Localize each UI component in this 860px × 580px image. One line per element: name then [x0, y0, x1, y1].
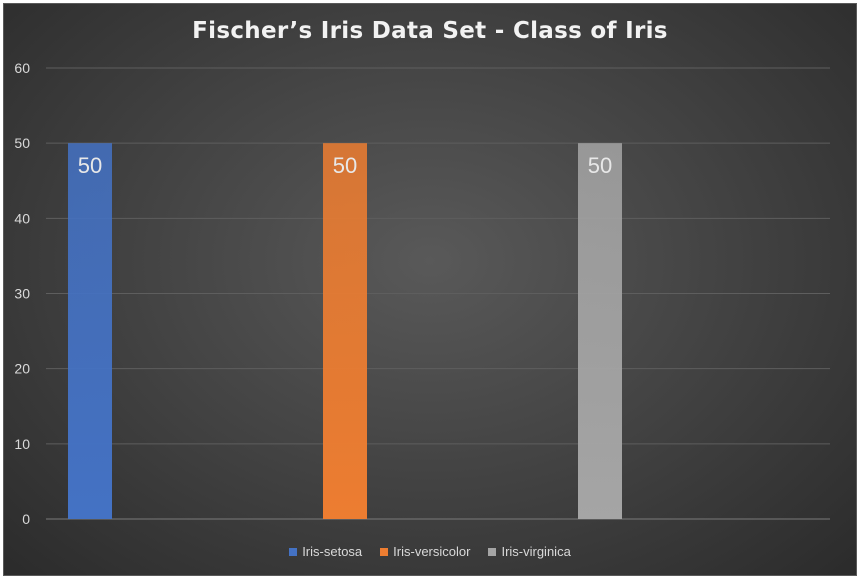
y-tick-label: 0: [22, 511, 30, 527]
legend-label: Iris-versicolor: [393, 544, 471, 559]
legend-item: Iris-setosa: [289, 544, 362, 559]
data-label: 50: [333, 153, 357, 178]
bar-iris-versicolor: [323, 143, 367, 519]
plot-area: 0 10 20 30 40 50 60 50 50 50: [14, 60, 830, 527]
legend: Iris-setosa Iris-versicolor Iris-virginica: [4, 544, 856, 559]
y-tick-label: 20: [14, 361, 30, 377]
y-tick-label: 40: [14, 210, 30, 226]
y-tick-label: 50: [14, 135, 30, 151]
legend-label: Iris-virginica: [501, 544, 571, 559]
bar-iris-virginica: [578, 143, 622, 519]
data-label: 50: [78, 153, 102, 178]
chart-area: Fischer’s Iris Data Set - Class of Iris …: [3, 3, 857, 576]
y-tick-label: 10: [14, 436, 30, 452]
bar-iris-setosa: [68, 143, 112, 519]
chart-title: Fischer’s Iris Data Set - Class of Iris: [192, 18, 668, 44]
y-tick-label: 30: [14, 286, 30, 302]
data-label: 50: [588, 153, 612, 178]
legend-swatch: [289, 547, 298, 556]
legend-swatch: [380, 547, 389, 556]
legend-item: Iris-versicolor: [380, 544, 470, 559]
legend-label: Iris-setosa: [302, 544, 363, 559]
legend-item: Iris-virginica: [488, 544, 571, 559]
legend-swatch: [488, 547, 497, 556]
y-tick-label: 60: [14, 60, 30, 76]
